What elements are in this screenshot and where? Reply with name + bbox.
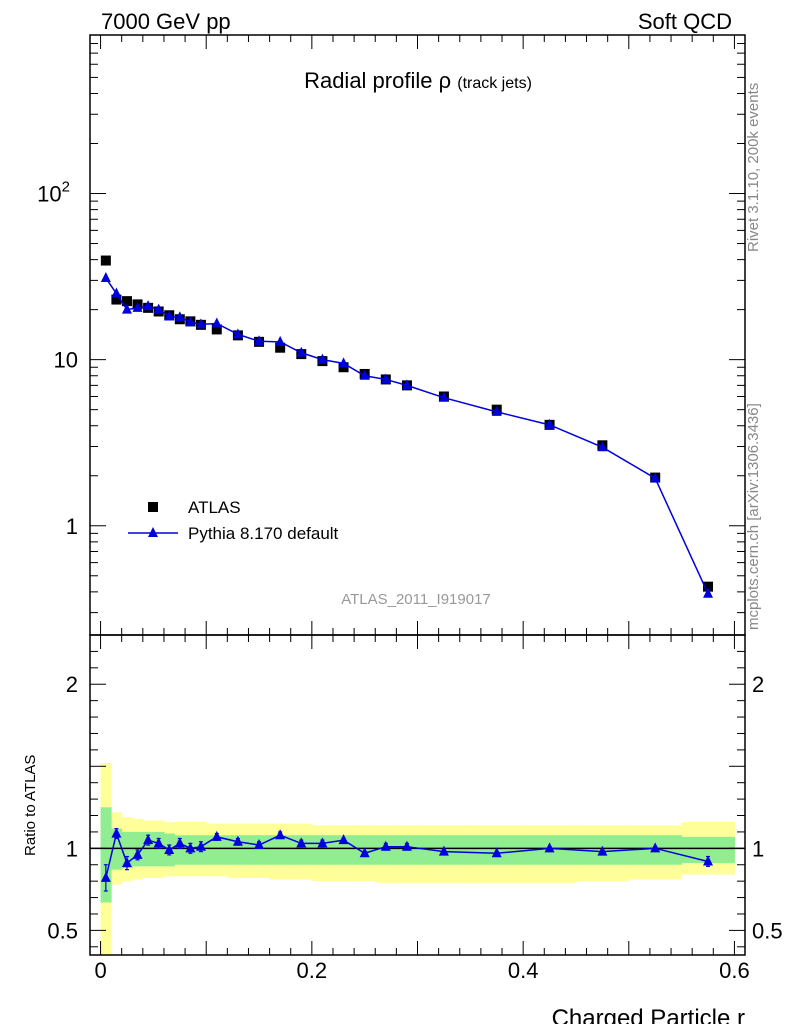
ratio-inner-band	[153, 831, 165, 867]
ratio-data-point	[153, 837, 164, 848]
ratio-data-point	[380, 840, 391, 851]
x-tick-label: 0.6	[719, 958, 750, 983]
ratio-plot-frame	[89, 634, 746, 956]
pythia-data-point	[132, 301, 143, 312]
legend-atlas-marker	[148, 502, 158, 512]
pythia-data-point	[544, 418, 555, 429]
ratio-data-point	[359, 847, 370, 858]
x-axis-label: Charged Particle r	[552, 1005, 745, 1024]
x-tick-label: 0.4	[508, 958, 539, 983]
pythia-data-point	[174, 311, 185, 322]
mcplots-reference-label: mcplots.cern.ch [arXiv:1306.3436]	[745, 403, 762, 630]
atlas-data-point	[111, 294, 122, 305]
pythia-data-point	[338, 357, 349, 368]
pythia-data-point	[100, 272, 111, 283]
rivet-version-label: Rivet 3.1.10, 200k events	[745, 82, 762, 252]
pythia-data-point	[153, 303, 164, 314]
ratio-inner-band	[142, 831, 154, 867]
pythia-data-point	[401, 379, 412, 390]
x-tick-label: 0	[94, 958, 106, 983]
main-y-tick-label: 1	[66, 514, 78, 539]
pythia-data-point	[597, 441, 608, 452]
main-y-tick-label: 10	[54, 348, 78, 373]
ratio-data-point	[650, 842, 661, 853]
pythia-data-point	[380, 373, 391, 384]
ratio-data-point	[438, 845, 449, 856]
ratio-data-point	[544, 842, 555, 853]
ratio-data-point	[132, 848, 143, 859]
atlas-data-point	[121, 296, 132, 307]
atlas-data-point	[100, 255, 111, 266]
analysis-watermark: ATLAS_2011_I919017	[341, 591, 491, 608]
legend-pythia-marker	[148, 527, 158, 537]
pythia-data-point	[275, 335, 286, 346]
ratio-y-tick-label-right: 1	[752, 836, 764, 861]
ratio-y-tick-label: 0.5	[47, 918, 78, 943]
x-tick-label: 0.2	[297, 958, 328, 983]
ratio-data-point	[195, 840, 206, 851]
pythia-data-point	[111, 287, 122, 298]
header-process-label: Soft QCD	[637, 9, 732, 34]
ratio-inner-band	[111, 828, 123, 870]
header-beam-label: 7000 GeV pp	[101, 9, 231, 34]
main-plot-frame	[89, 34, 746, 636]
ratio-y-tick-label: 1	[66, 836, 78, 861]
ratio-data-point	[597, 845, 608, 856]
ratio-data-point	[401, 840, 412, 851]
legend-atlas-label: ATLAS	[188, 498, 241, 517]
ratio-data-point	[232, 835, 243, 846]
legend-pythia-label: Pythia 8.170 default	[188, 524, 339, 543]
pythia-data-point	[491, 405, 502, 416]
ratio-data-point	[111, 827, 122, 838]
ratio-data-point	[703, 855, 714, 866]
ratio-inner-band	[290, 835, 313, 865]
pythia-data-point	[317, 353, 328, 364]
ratio-data-point	[338, 834, 349, 845]
ratio-inner-band	[206, 835, 228, 865]
atlas-data-point	[703, 581, 714, 592]
plot-title: Radial profile ρ (track jets)	[304, 68, 532, 93]
ratio-y-tick-label: 2	[66, 672, 78, 697]
ratio-data-point	[174, 837, 185, 848]
pythia-data-point	[254, 335, 265, 346]
ratio-data-point	[100, 871, 111, 882]
pythia-data-point	[650, 472, 661, 483]
pythia-data-point	[296, 346, 307, 357]
ratio-inner-band	[269, 835, 292, 865]
ratio-y-tick-label-right: 0.5	[752, 918, 783, 943]
pythia-data-point	[703, 587, 714, 598]
ratio-inner-band	[332, 835, 355, 865]
ratio-inner-band	[121, 831, 133, 869]
ratio-data-point	[296, 837, 307, 848]
ratio-data-point	[254, 839, 265, 850]
ratio-data-point	[121, 857, 132, 868]
ratio-data-point	[164, 843, 175, 854]
ratio-data-point	[275, 829, 286, 840]
ratio-data-point	[185, 842, 196, 853]
ratio-data-point	[317, 837, 328, 848]
pythia-data-point	[185, 316, 196, 327]
pythia-data-point	[359, 369, 370, 380]
pythia-data-point	[211, 317, 222, 328]
ratio-data-point	[211, 830, 222, 841]
pythia-data-point	[164, 310, 175, 321]
atlas-data-point	[211, 324, 222, 335]
pythia-data-point	[195, 318, 206, 329]
ratio-data-point	[491, 847, 502, 858]
ratio-inner-band	[132, 831, 144, 867]
ratio-inner-band	[100, 807, 112, 903]
pythia-data-point	[121, 303, 132, 314]
pythia-data-point	[143, 300, 154, 311]
ratio-inner-band	[174, 835, 186, 865]
main-y-tick-label: 102	[37, 179, 70, 207]
ratio-y-axis-label: Ratio to ATLAS	[22, 754, 39, 856]
pythia-data-point	[232, 328, 243, 339]
ratio-data-point	[143, 834, 154, 845]
pythia-data-point	[438, 391, 449, 402]
atlas-data-point	[275, 342, 286, 353]
ratio-y-tick-label-right: 2	[752, 672, 764, 697]
